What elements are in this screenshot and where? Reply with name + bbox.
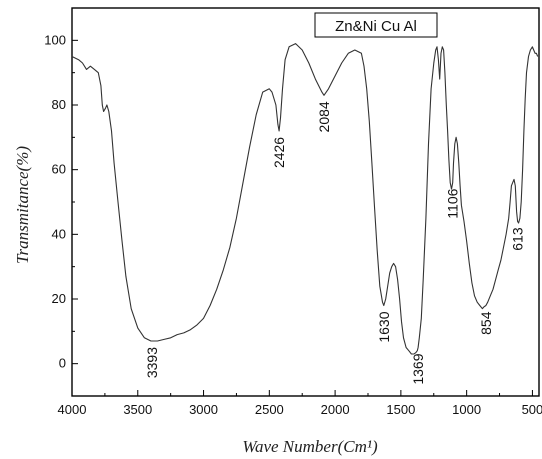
peak-label-854: 854 [478, 311, 494, 335]
plot-frame [71, 7, 540, 397]
legend-box [314, 12, 438, 38]
x-tick-label: 500 [522, 402, 542, 417]
legend: Zn&Ni Cu Al [314, 12, 438, 38]
x-axis-ticks: 4000 3500 3000 2500 2000 1500 1000 500 [58, 390, 542, 417]
peak-label-613: 613 [510, 227, 526, 251]
y-axis-ticks: 0 20 40 60 80 100 [44, 7, 78, 397]
y-tick-label: 0 [59, 356, 66, 371]
x-tick-label: 4000 [58, 402, 87, 417]
y-axis-title: Transmitance(%) [13, 146, 32, 264]
peak-labels: 3393 2426 2084 1630 1369 1106 854 613 [144, 101, 526, 385]
peak-label-3393: 3393 [144, 347, 160, 378]
y-tick-label: 20 [52, 291, 66, 306]
x-tick-label: 3000 [189, 402, 218, 417]
x-tick-label: 2500 [255, 402, 284, 417]
peak-label-1106: 1106 [445, 188, 461, 218]
peak-label-2426: 2426 [271, 137, 287, 168]
x-axis-title: Wave Number(Cm¹) [242, 437, 378, 456]
x-tick-label: 1500 [386, 402, 415, 417]
y-tick-label: 40 [52, 226, 66, 241]
y-tick-label: 100 [44, 32, 66, 47]
legend-label: Zn&Ni Cu Al [335, 18, 417, 35]
spectrum-line [71, 43, 539, 355]
peak-label-2084: 2084 [316, 101, 332, 132]
y-tick-label: 60 [52, 162, 66, 177]
x-tick-label: 2000 [321, 402, 350, 417]
peak-label-1630: 1630 [376, 311, 392, 342]
y-tick-label: 80 [52, 97, 66, 112]
x-tick-label: 3500 [123, 402, 152, 417]
x-tick-label: 1000 [452, 402, 481, 417]
peak-label-1369: 1369 [410, 353, 426, 384]
